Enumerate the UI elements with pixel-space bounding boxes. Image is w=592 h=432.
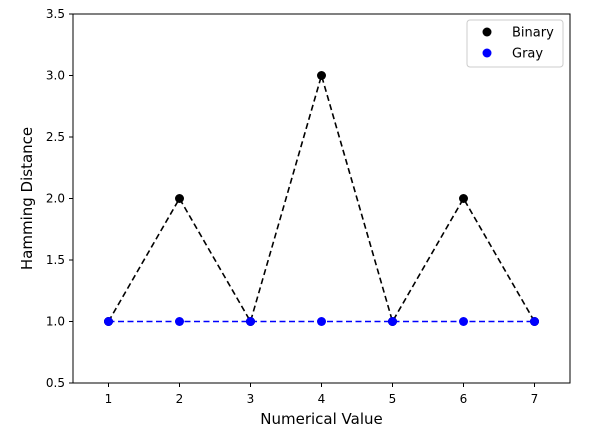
y-axis: 0.5 1.0 1.5 2.0 2.5 3.0 3.5 — [46, 7, 73, 390]
data-point-binary — [459, 194, 468, 203]
x-tick-label: 2 — [176, 392, 184, 406]
y-tick-label: 1.0 — [46, 315, 65, 329]
legend: Binary Gray — [466, 19, 564, 68]
y-tick-label: 3.5 — [46, 7, 65, 21]
legend-label-binary: Binary — [512, 26, 554, 41]
data-point-binary — [175, 194, 184, 203]
data-point-gray — [317, 317, 326, 326]
y-tick-label: 3.0 — [46, 69, 65, 83]
x-axis: 1 2 3 4 5 6 7 — [105, 383, 539, 406]
legend-marker-gray — [482, 48, 492, 58]
data-point-gray — [530, 317, 539, 326]
legend-label-gray: Gray — [512, 47, 543, 62]
x-tick-label: 5 — [389, 392, 397, 406]
x-tick-label: 1 — [105, 392, 113, 406]
y-tick-label: 2.0 — [46, 192, 65, 206]
data-point-gray — [104, 317, 113, 326]
x-tick-label: 4 — [318, 392, 326, 406]
data-point-gray — [246, 317, 255, 326]
data-layer — [104, 71, 539, 326]
data-point-gray — [459, 317, 468, 326]
data-point-gray — [388, 317, 397, 326]
data-point-binary — [317, 71, 326, 80]
y-axis-label: Hamming Distance — [18, 127, 36, 270]
x-tick-label: 6 — [460, 392, 468, 406]
legend-marker-binary — [482, 27, 492, 37]
x-tick-label: 7 — [531, 392, 539, 406]
y-tick-label: 0.5 — [46, 376, 65, 390]
x-axis-label: Numerical Value — [260, 410, 382, 428]
y-tick-label: 1.5 — [46, 253, 65, 267]
x-tick-label: 3 — [247, 392, 255, 406]
y-tick-label: 2.5 — [46, 130, 65, 144]
data-point-gray — [175, 317, 184, 326]
